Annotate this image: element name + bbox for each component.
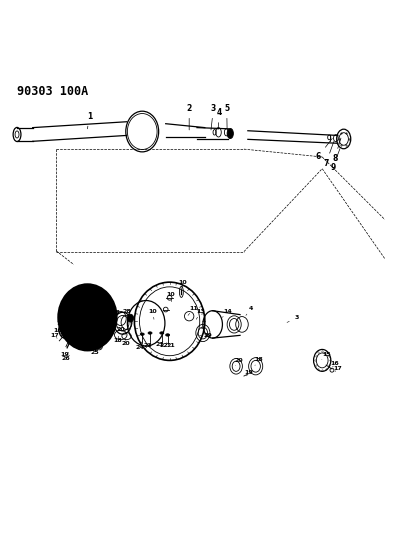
Text: 1: 1 — [87, 111, 92, 129]
Text: 2: 2 — [186, 104, 192, 130]
Text: 23: 23 — [144, 343, 152, 349]
Text: 26: 26 — [61, 356, 70, 361]
Text: 5: 5 — [224, 104, 229, 128]
Ellipse shape — [148, 332, 152, 334]
Text: 10: 10 — [166, 292, 175, 302]
Text: 17: 17 — [333, 366, 342, 372]
Text: 18: 18 — [255, 357, 263, 366]
Text: C: C — [84, 324, 87, 329]
Text: 90303 100A: 90303 100A — [17, 85, 88, 98]
Text: 9: 9 — [330, 149, 340, 172]
Text: 10: 10 — [149, 310, 157, 319]
Text: 20: 20 — [121, 339, 130, 346]
Text: 19: 19 — [245, 370, 253, 376]
Text: 7: 7 — [323, 142, 334, 167]
Ellipse shape — [160, 332, 164, 334]
Text: 19: 19 — [60, 352, 69, 358]
Text: 21: 21 — [166, 343, 175, 348]
Text: 3: 3 — [287, 316, 299, 322]
Text: 15: 15 — [322, 352, 331, 360]
Text: 16: 16 — [331, 361, 340, 367]
Text: 16: 16 — [53, 328, 62, 334]
Ellipse shape — [140, 333, 144, 335]
Text: 17: 17 — [50, 333, 59, 338]
Text: 6: 6 — [316, 139, 332, 161]
Text: 8: 8 — [332, 138, 341, 163]
Ellipse shape — [127, 314, 134, 322]
Ellipse shape — [166, 334, 169, 336]
Text: 22: 22 — [159, 343, 168, 348]
Text: 21: 21 — [156, 342, 164, 347]
Text: 18: 18 — [113, 336, 122, 343]
Text: 13: 13 — [196, 310, 205, 319]
Text: 4: 4 — [217, 108, 222, 130]
Text: 10: 10 — [178, 280, 187, 290]
Ellipse shape — [58, 284, 117, 351]
Text: 14: 14 — [223, 309, 232, 317]
Text: 25: 25 — [90, 350, 99, 355]
Text: 4: 4 — [246, 306, 253, 316]
Text: 29: 29 — [203, 333, 212, 338]
Text: 18: 18 — [111, 310, 121, 318]
Text: 28: 28 — [122, 310, 131, 319]
Text: 24: 24 — [136, 345, 145, 350]
Text: 15: 15 — [56, 321, 65, 329]
Text: 20: 20 — [234, 358, 243, 366]
Text: 11: 11 — [188, 305, 198, 316]
Ellipse shape — [227, 128, 233, 139]
Text: 3: 3 — [211, 104, 216, 130]
Text: 30: 30 — [76, 319, 85, 327]
Text: 20: 20 — [116, 327, 126, 335]
